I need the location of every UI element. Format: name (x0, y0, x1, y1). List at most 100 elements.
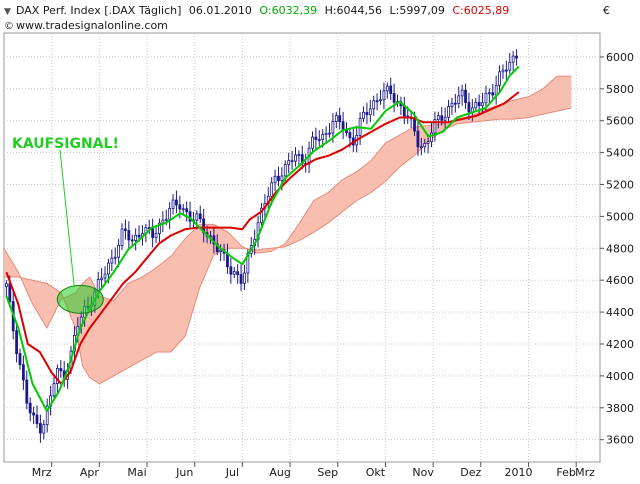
candle-body (100, 277, 104, 280)
candle-body (362, 111, 365, 119)
x-axis: Mrz Apr Mai Jun Jul Aug Sep Okt Nov Dez 2010 Feb Mrz (32, 462, 595, 479)
cloud-area (4, 76, 572, 384)
x-tick-label: Mai (127, 466, 146, 479)
candle-body (113, 256, 117, 259)
candle-body (372, 100, 376, 110)
candle-body (107, 262, 110, 275)
y-tick-label: 5000 (606, 210, 634, 223)
y-tick-label: 6000 (606, 51, 634, 64)
candle-body (382, 90, 386, 101)
buy-signal-annotation: KAUFSIGNAL! (12, 136, 119, 314)
candle-body (168, 208, 172, 220)
candle-body (481, 102, 484, 107)
signal-ellipse (56, 284, 104, 314)
candle-body (18, 353, 22, 366)
ichimoku-cloud (3, 75, 572, 385)
candle-body (430, 132, 433, 143)
candle-body (368, 108, 372, 116)
candle-body (21, 364, 25, 381)
candle-body (277, 175, 280, 181)
y-tick-label: 5400 (606, 147, 634, 160)
candle-body (375, 100, 379, 103)
y-tick-label: 3800 (606, 402, 634, 415)
candle-body (185, 208, 189, 213)
candle-body (474, 101, 478, 109)
y-tick-label: 4600 (606, 274, 634, 287)
website-label: www.tradesignalonline.com (16, 19, 168, 32)
candle-body (15, 330, 18, 355)
kijun-sen-line (5, 91, 520, 385)
candle-body (294, 154, 297, 162)
candle-body (484, 92, 488, 104)
instrument-name: DAX Perf. Index [.DAX Täglich] (16, 4, 181, 17)
candle-body (321, 133, 325, 141)
candle-body (419, 146, 423, 149)
candle-body (175, 199, 178, 206)
candle-body (334, 115, 338, 122)
y-tick-label: 4800 (606, 242, 634, 255)
candle-body (283, 164, 287, 177)
svg-text:DAX Perf. Index [.DAX Täglich]: DAX Perf. Index [.DAX Täglich] 06.01.201… (16, 4, 509, 17)
candle-body (158, 222, 161, 234)
cloud-span-b (4, 107, 572, 385)
candle-body (229, 266, 233, 275)
candle-body (487, 92, 491, 95)
candle-body (491, 92, 495, 96)
candle-body (447, 106, 450, 118)
copyright-icon: © (4, 21, 14, 32)
candle-body (423, 142, 427, 148)
candle-body (25, 379, 29, 404)
candle-body (195, 213, 199, 221)
x-tick-label: Aug (269, 466, 290, 479)
y-axis: 3600 3800 4000 4200 4400 4600 4800 5000 5200 5400… (600, 51, 634, 447)
y-tick-label: 4400 (606, 306, 634, 319)
plot-frame (3, 32, 601, 463)
candle-body (331, 121, 335, 134)
candle-body (260, 207, 263, 224)
candle-body (280, 175, 284, 181)
indicator-lines (5, 65, 520, 412)
candle-body (236, 271, 240, 275)
candle-body (151, 228, 155, 238)
candle-body (154, 233, 158, 238)
candle-body (290, 160, 294, 163)
candle-body (443, 116, 447, 121)
candle-body (178, 204, 182, 210)
candle-body (504, 69, 508, 72)
candle-body (508, 61, 512, 71)
candle-body (52, 383, 56, 397)
y-tick-label: 3600 (606, 434, 634, 447)
x-tick-label: Okt (366, 466, 386, 479)
candle-body (450, 102, 454, 107)
candle-body (181, 208, 185, 211)
candle-body (460, 89, 464, 97)
candle-body (379, 99, 382, 102)
candle-body (311, 136, 314, 149)
candle-body (127, 230, 131, 241)
x-tick-label: Dez (460, 466, 481, 479)
y-tick-label: 5800 (606, 83, 634, 96)
candle-body (117, 245, 121, 258)
header-low: L:5997,09 (390, 4, 445, 17)
tenkan-sen-line (5, 65, 520, 412)
candle-body (38, 423, 42, 434)
signal-label: KAUFSIGNAL! (12, 136, 119, 152)
candle-body (515, 55, 518, 59)
candle-body (219, 249, 223, 253)
candle-body (45, 405, 49, 426)
candle-body (124, 228, 127, 231)
candle-body (416, 130, 420, 148)
candle-body (498, 71, 501, 86)
chart-header: ▼ DAX Perf. Index [.DAX Täglich] 06.01.2… (4, 4, 610, 32)
candle-body (130, 239, 134, 242)
y-tick-label: 4200 (606, 338, 634, 351)
candle-body (120, 228, 124, 246)
candle-body (314, 136, 318, 140)
candle-body (436, 115, 440, 120)
candle-body (243, 272, 246, 284)
candle-body (501, 69, 505, 73)
candle-body (365, 111, 369, 116)
header-high: H:6044,56 (325, 4, 382, 17)
